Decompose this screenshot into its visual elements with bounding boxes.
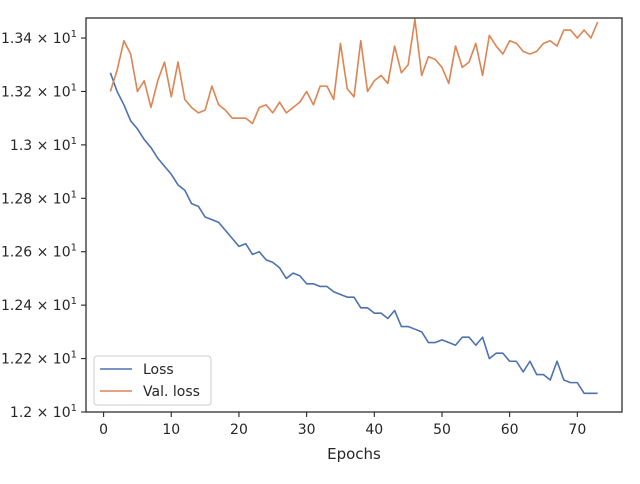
y-tick-label: 1.22 × 101 xyxy=(1,350,77,368)
series-layer xyxy=(109,18,599,395)
legend: Loss Val. loss xyxy=(93,355,212,406)
x-tick-label: 50 xyxy=(433,422,451,438)
x-axis-label: Epochs xyxy=(327,445,381,463)
x-tick-label: 60 xyxy=(501,422,519,438)
y-tick-label: 1.28 × 101 xyxy=(1,189,77,207)
y-tick-label: 1.32 × 101 xyxy=(1,82,77,100)
x-tick-label: 0 xyxy=(99,422,108,438)
y-tick-label: 1.26 × 101 xyxy=(1,243,77,261)
plot-frame xyxy=(85,17,623,413)
series-line-loss xyxy=(109,72,598,395)
x-axis: 0 10 20 30 40 50 60 70 xyxy=(99,412,586,438)
x-tick-label: 10 xyxy=(162,422,180,438)
y-axis: 1.2 × 101 1.22 × 101 1.24 × 101 1.26 × 101 1… xyxy=(1,29,86,421)
legend-label: Val. loss xyxy=(143,384,200,400)
x-tick-label: 70 xyxy=(568,422,586,438)
x-tick-label: 20 xyxy=(230,422,248,438)
legend-label: Loss xyxy=(143,362,174,378)
y-tick-label: 1.24 × 101 xyxy=(1,296,77,314)
y-tick-label: 1.34 × 101 xyxy=(1,29,77,47)
plot-background xyxy=(86,18,622,412)
y-tick-label: 1.3 × 101 xyxy=(10,136,77,154)
x-tick-label: 30 xyxy=(298,422,316,438)
x-tick-label: 40 xyxy=(365,422,383,438)
y-tick-label: 1.2 × 101 xyxy=(10,403,77,421)
series-line-val-loss xyxy=(109,18,599,125)
